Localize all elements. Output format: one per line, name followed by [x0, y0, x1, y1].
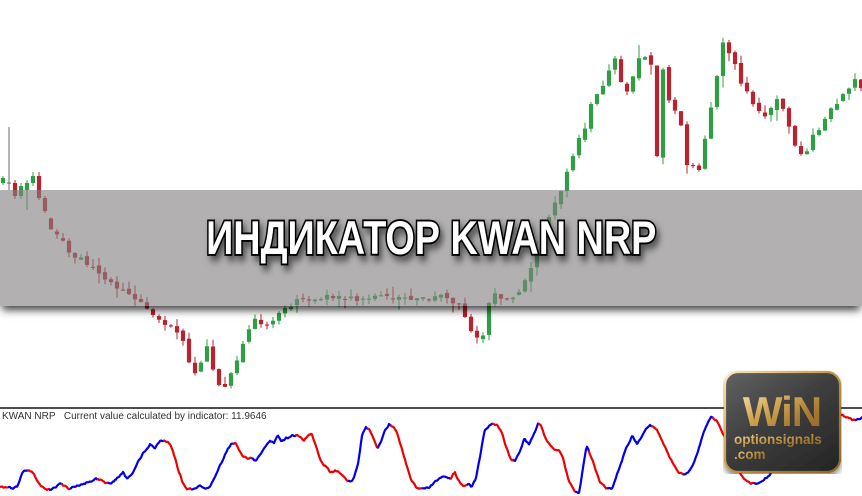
svg-text:WiN: WiN: [743, 388, 821, 435]
svg-text:.com: .com: [734, 447, 766, 462]
svg-text:optionsignals: optionsignals: [734, 432, 822, 447]
